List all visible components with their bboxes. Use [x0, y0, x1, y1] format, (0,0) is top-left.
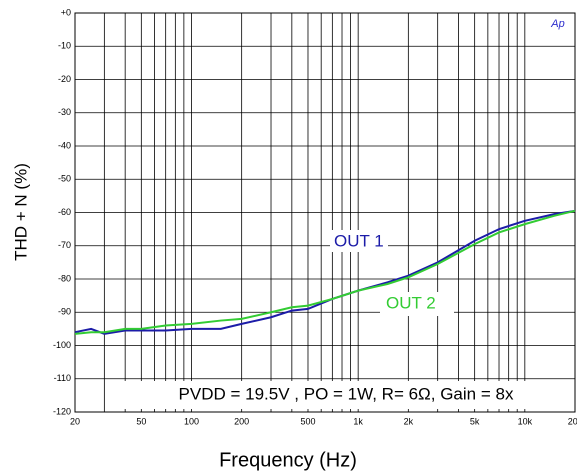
y-tick-label: -20	[58, 74, 71, 84]
x-axis-label: Frequency (Hz)	[219, 449, 357, 471]
x-tick-label: 1k	[353, 416, 363, 426]
x-tick-label: 20	[70, 416, 80, 426]
x-tick-label: 500	[300, 416, 315, 426]
y-tick-label: -120	[53, 406, 71, 416]
y-tick-label: -90	[58, 307, 71, 317]
y-tick-label: +0	[61, 7, 71, 17]
x-tick-label: 200	[234, 416, 249, 426]
x-tick-label: 10k	[518, 416, 533, 426]
y-tick-label: -30	[58, 107, 71, 117]
y-axis-label: THD + N (%)	[11, 163, 30, 261]
y-tick-label: -110	[54, 373, 71, 383]
x-tick-label: 20k	[568, 416, 577, 426]
x-tick-label: 100	[184, 416, 199, 426]
y-tick-label: -10	[58, 41, 71, 51]
y-tick-label: -60	[58, 207, 71, 217]
annotation: PVDD = 19.5V , PO = 1W, R= 6Ω, Gain = 8x	[179, 384, 514, 403]
x-tick-label: 50	[136, 416, 146, 426]
annotation: OUT 2	[386, 293, 436, 312]
annotation: OUT 1	[334, 231, 384, 250]
logo: Ap	[550, 18, 564, 30]
y-tick-label: -50	[58, 174, 71, 184]
y-tick-label: -100	[53, 340, 71, 350]
label-box	[118, 381, 574, 409]
line	[74, 209, 576, 335]
label-box	[330, 230, 388, 252]
y-tick-label: -70	[58, 240, 71, 250]
label-box	[380, 292, 454, 316]
y-tick-label: -40	[58, 140, 71, 150]
y-tick-label: -80	[58, 273, 71, 283]
x-tick-label: 5k	[470, 416, 480, 426]
line	[74, 209, 576, 335]
x-tick-label: 2k	[404, 416, 414, 426]
